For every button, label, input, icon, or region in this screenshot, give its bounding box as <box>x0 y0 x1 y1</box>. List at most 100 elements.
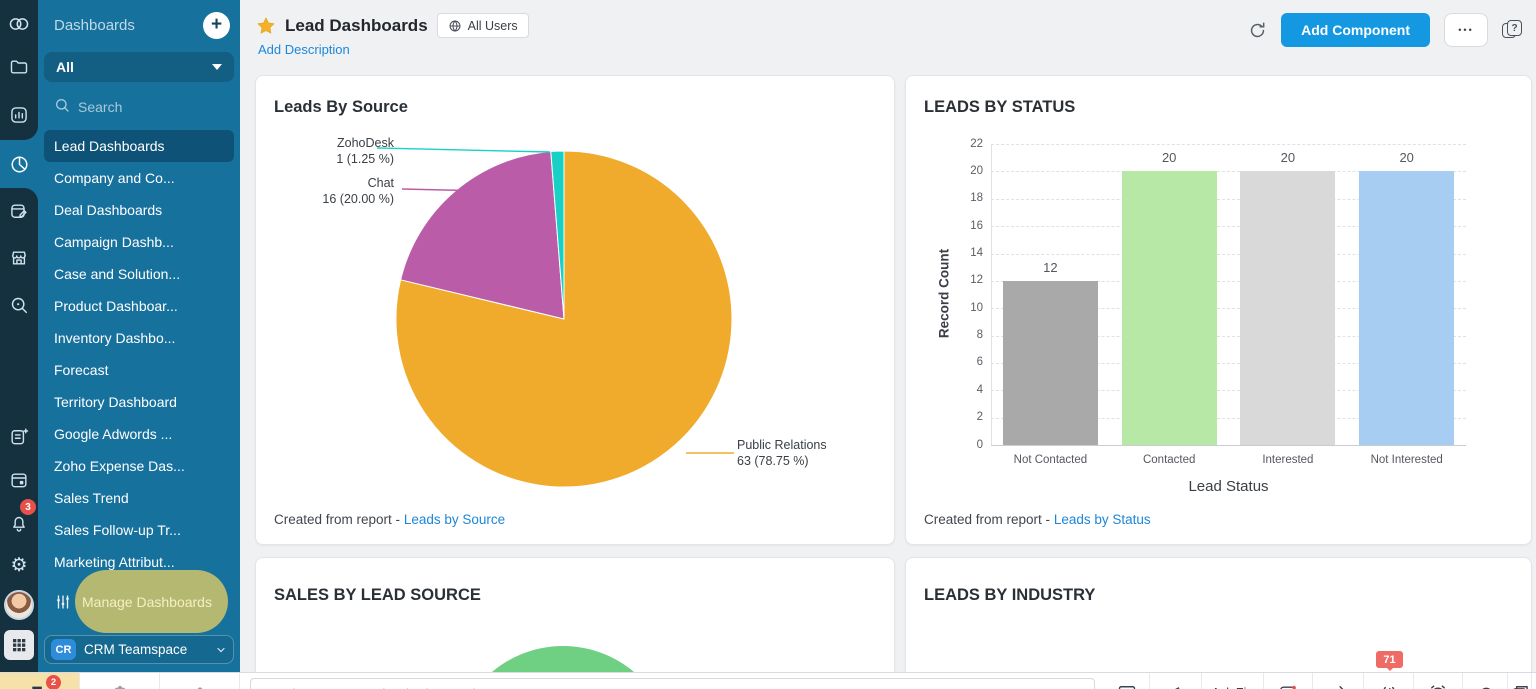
sidebar-item-zoho-expense-das[interactable]: Zoho Expense Das... <box>54 458 185 474</box>
y-tick-label: 18 <box>970 192 983 205</box>
dashboards-pie-icon[interactable] <box>0 147 38 181</box>
add-dashboard-button[interactable]: + <box>203 11 230 39</box>
calendar-icon[interactable] <box>0 463 38 497</box>
gridline <box>991 198 1466 200</box>
x-category-label: Contacted <box>1142 454 1196 466</box>
y-tick-label: 10 <box>970 301 983 314</box>
refresh-icon[interactable] <box>1248 21 1267 40</box>
pie-leader-line <box>376 147 551 153</box>
dashboard-filter-select[interactable]: All <box>44 52 234 82</box>
report-link[interactable]: Leads by Source <box>403 512 506 527</box>
add-component-button[interactable]: Add Component <box>1281 13 1430 47</box>
smart-chat-input[interactable] <box>250 678 1095 689</box>
dashboards-sidebar: Dashboards + All Search Lead Dashboards C… <box>38 0 240 672</box>
footer-text: Created from report - <box>924 512 1051 527</box>
x-category-label: Not Contacted <box>1013 454 1088 466</box>
notifications-bell-icon[interactable]: 3 <box>0 499 38 540</box>
signals-button[interactable] <box>1364 673 1414 689</box>
sidebar-item-company-and-co[interactable]: Company and Co... <box>54 170 175 186</box>
manage-dashboards-label: Manage Dashboards <box>82 594 212 610</box>
pie-chart: Public Relations 63 (78.75 %) Chat 16 (20.0… <box>256 76 894 544</box>
settings-gear-icon[interactable]: ⚙ <box>10 554 28 576</box>
x-category-label: Interested <box>1262 454 1314 466</box>
sidebar-item-case-and-solution[interactable]: Case and Solution... <box>54 266 181 282</box>
card-sales-by-lead-source: SALES BY LEAD SOURCE <box>255 557 895 689</box>
app-rail: 3 ⚙ <box>0 0 38 672</box>
bar-value-label: 20 <box>1161 150 1177 166</box>
more-options-button[interactable]: ••• <box>1444 13 1488 47</box>
chat-count-badge: 2 <box>46 675 61 689</box>
x-axis-line <box>991 445 1466 446</box>
sidebar-item-campaign-dashb[interactable]: Campaign Dashb... <box>54 234 174 250</box>
teamspace-badge: CR <box>51 639 76 660</box>
teamspace-name: CRM Teamspace <box>84 642 188 657</box>
y-axis-title: Record Count <box>936 248 952 338</box>
filter-value: All <box>56 59 74 75</box>
ask-zia-button[interactable]: Ask Zia <box>1202 673 1264 689</box>
apps-grid-icon[interactable] <box>0 628 38 662</box>
favorite-star-icon[interactable] <box>256 16 276 36</box>
sidebar-item-sales-trend[interactable]: Sales Trend <box>54 490 129 506</box>
sidebar-item-google-adwords[interactable]: Google Adwords ... <box>54 426 173 442</box>
chat-channels-button[interactable]: 2 <box>0 673 80 689</box>
sidebar-title: Dashboards <box>54 16 135 34</box>
chart-title: SALES BY LEAD SOURCE <box>274 586 481 604</box>
sidebar-item-sales-follow-up-tr[interactable]: Sales Follow-up Tr... <box>54 522 181 538</box>
visibility-badge[interactable]: All Users <box>436 13 529 38</box>
card-leads-by-industry: LEADS BY INDUSTRY <box>905 557 1532 689</box>
folder-icon[interactable] <box>0 50 38 84</box>
sidebar-item-lead-dashboards[interactable]: Lead Dashboards <box>44 130 234 162</box>
zia-search-icon[interactable] <box>0 288 38 322</box>
group-chats-button[interactable] <box>80 673 160 689</box>
requests-icon[interactable] <box>0 420 38 454</box>
contacts-button[interactable] <box>160 673 240 689</box>
gridline <box>991 171 1466 173</box>
dashboard-list: Lead Dashboards Company and Co... Deal Das… <box>44 130 234 578</box>
pie-label-zohodesk: ZohoDesk 1 (1.25 %) <box>336 136 394 166</box>
gridline <box>991 253 1466 255</box>
y-tick-label: 0 <box>976 438 983 451</box>
main-area: Lead Dashboards All Users Add Descriptio… <box>240 0 1536 689</box>
activities-icon[interactable] <box>0 194 38 228</box>
announcement-button[interactable] <box>1150 673 1202 689</box>
gridline <box>991 390 1466 392</box>
sidebar-item-inventory-dashbo[interactable]: Inventory Dashbo... <box>54 330 176 346</box>
x-axis-title: Lead Status <box>1188 478 1269 495</box>
sidebar-item-product-dashboar[interactable]: Product Dashboar... <box>54 298 178 314</box>
y-tick-label: 8 <box>976 329 983 341</box>
add-description-link[interactable]: Add Description <box>258 42 350 57</box>
reminder-clock-button[interactable] <box>1414 673 1463 689</box>
route-button[interactable] <box>1313 673 1364 689</box>
sidebar-item-territory-dashboard[interactable]: Territory Dashboard <box>54 394 177 410</box>
chevron-down-icon <box>212 64 222 70</box>
gridline <box>991 226 1466 228</box>
dashboard-search-input[interactable]: Search <box>54 95 230 119</box>
manage-dashboards-button[interactable]: Manage Dashboards <box>54 588 212 616</box>
marketplace-icon[interactable] <box>0 241 38 275</box>
sidebar-item-deal-dashboards[interactable]: Deal Dashboards <box>54 202 163 218</box>
help-pages-icon[interactable]: ? <box>1502 20 1522 40</box>
ask-zia-label: Ask Zia <box>1212 686 1254 689</box>
teamspace-switcher[interactable]: CR CRM Teamspace <box>44 635 234 664</box>
gridline <box>991 308 1466 310</box>
bar-chart: 0 2 4 6 8 10 12 14 16 18 20 22 12 Not Contacted 20 Cont… <box>906 76 1531 544</box>
card-footer: Created from report - Leads by Source <box>274 512 505 527</box>
bar-value-label: 20 <box>1399 150 1414 166</box>
zoho-logo[interactable] <box>0 7 38 41</box>
y-tick-label: 22 <box>970 137 983 150</box>
feedback-copy-button[interactable] <box>1508 673 1532 689</box>
reports-icon[interactable] <box>0 98 38 132</box>
screen-share-button[interactable] <box>1105 673 1150 689</box>
user-avatar[interactable] <box>0 588 38 622</box>
channels-people-icon <box>109 682 131 689</box>
y-tick-label: 2 <box>976 411 983 424</box>
search-icon <box>54 97 70 118</box>
sidebar-item-forecast[interactable]: Forecast <box>54 362 109 378</box>
insights-button[interactable] <box>1264 673 1313 689</box>
chart-title: LEADS BY INDUSTRY <box>924 586 1096 604</box>
x-category-label: Not Interested <box>1370 454 1443 466</box>
chevron-down-icon <box>215 644 227 656</box>
sidebar-item-marketing-attribut[interactable]: Marketing Attribut... <box>54 554 175 570</box>
history-add-button[interactable] <box>1463 673 1508 689</box>
report-link[interactable]: Leads by Status <box>1053 512 1151 527</box>
